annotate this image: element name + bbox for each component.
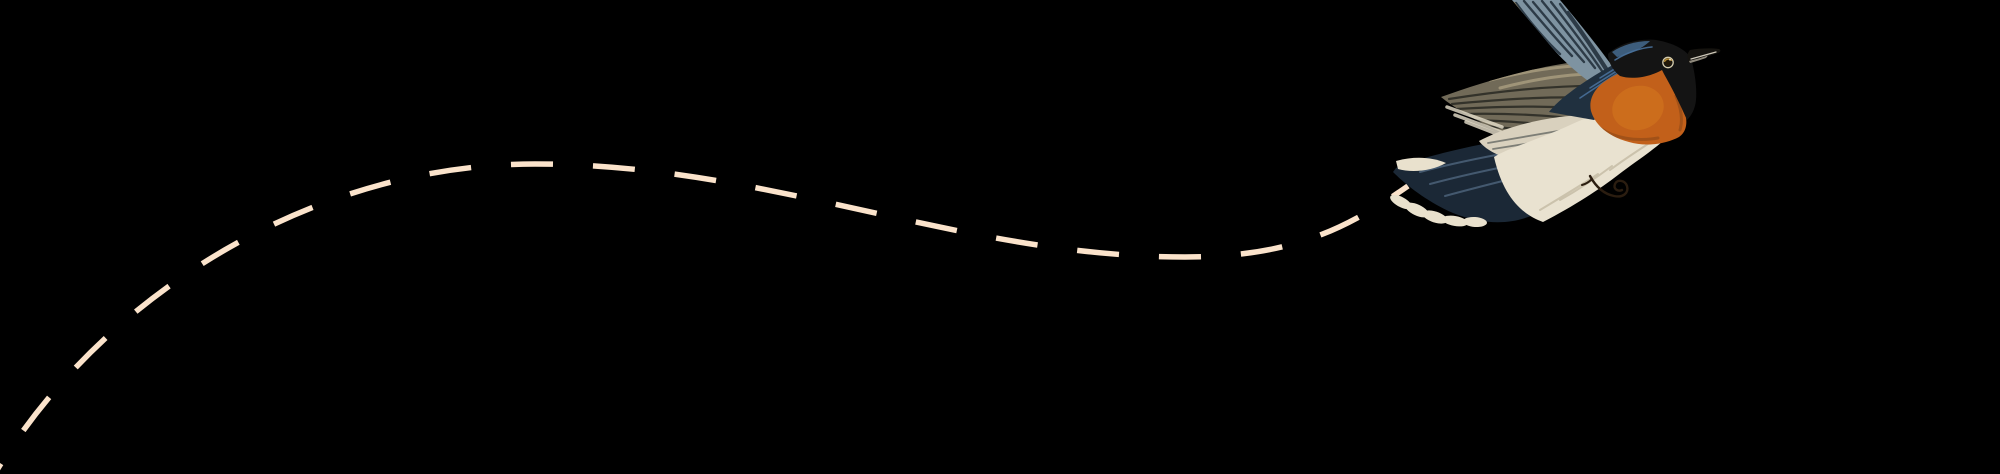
flight-path-dashed-line — [0, 161, 1410, 471]
swallow-bird-illustration — [1390, 0, 1721, 228]
bird-eye-iris — [1664, 58, 1672, 67]
bird-beak-lower-mandible — [1689, 55, 1708, 63]
bird-head — [1608, 39, 1697, 120]
bird-crown-streaks — [1614, 46, 1653, 61]
bird-eye-amber-arc — [1663, 58, 1673, 62]
bird-eye-ring — [1662, 56, 1674, 69]
bird-beak-gape-line — [1690, 51, 1717, 60]
bird-eye-glint — [1669, 58, 1671, 61]
bird-tail-white-leading-feather — [1396, 157, 1446, 171]
bird-eye — [1662, 56, 1674, 69]
bird-crown-blue-sheen — [1612, 41, 1650, 57]
bird-foot-curl — [1581, 174, 1629, 198]
bird-tail-white-tips — [1390, 194, 1487, 228]
